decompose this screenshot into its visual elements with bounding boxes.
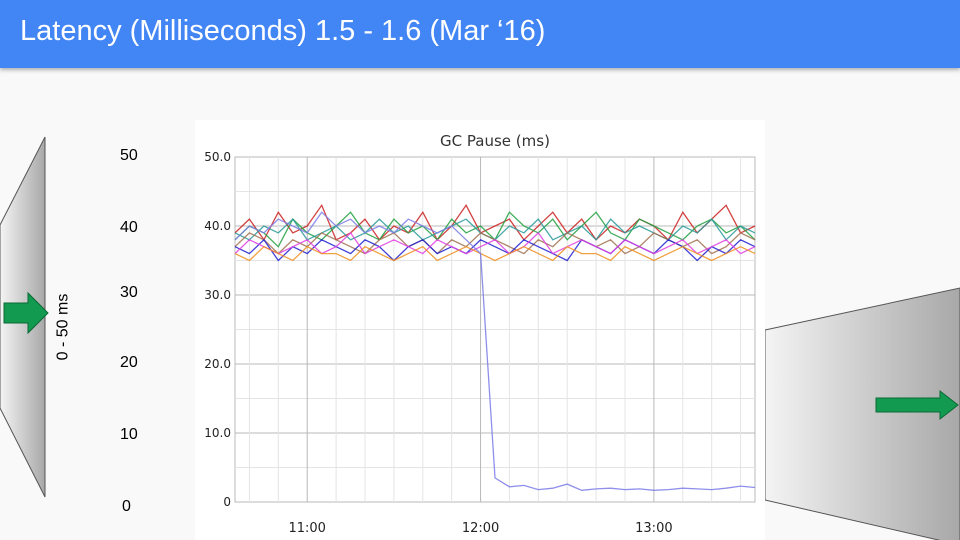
- y-tick-label: 30.0: [204, 288, 231, 302]
- right-arrow-icon: [875, 389, 959, 421]
- y-tick-label: 50.0: [204, 150, 231, 164]
- x-tick-label: 13:00: [635, 521, 672, 536]
- y-tick-label: 40.0: [204, 219, 231, 233]
- scale-label: 0: [122, 498, 131, 515]
- scale-label: 30: [120, 284, 138, 301]
- y-tick-label: 20.0: [204, 357, 231, 371]
- series-line-6: [234, 245, 756, 262]
- left-arrow-icon: [3, 291, 49, 335]
- x-tick-label: 12:00: [462, 521, 499, 536]
- series-line-4: [234, 238, 756, 262]
- slide-header: Latency (Milliseconds) 1.5 - 1.6 (Mar ‘1…: [0, 0, 960, 68]
- scale-label: 40: [120, 219, 138, 236]
- x-tick-label: 11:00: [288, 521, 325, 536]
- chart-title: GC Pause (ms): [440, 132, 550, 150]
- scale-label: 50: [120, 147, 138, 164]
- slide-title: Latency (Milliseconds) 1.5 - 1.6 (Mar ‘1…: [20, 15, 546, 47]
- y-tick-label: 10.0: [204, 426, 231, 440]
- scale-label: 20: [120, 354, 138, 371]
- y-tick-label: 0: [223, 495, 231, 509]
- scale-label: 10: [120, 426, 138, 443]
- series-line-7: [234, 211, 756, 491]
